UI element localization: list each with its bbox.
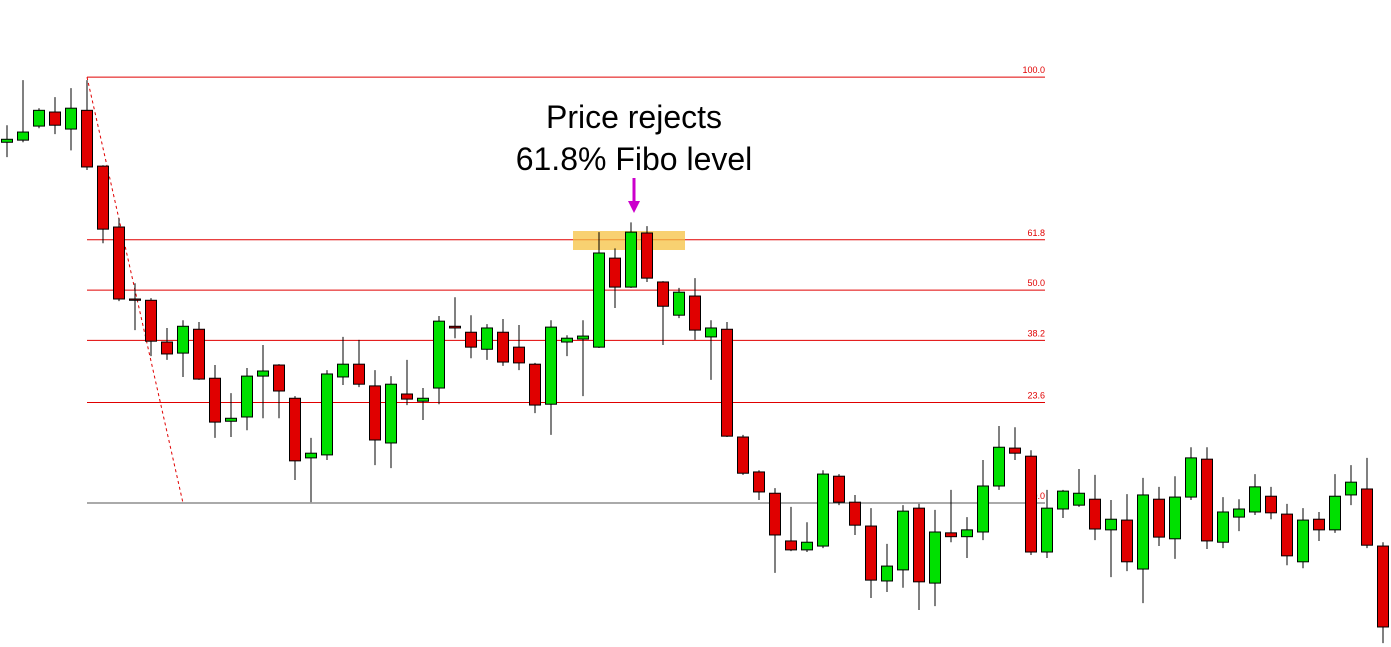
candle-body [609,257,621,288]
candle-body [1201,458,1213,542]
candle-body [305,452,317,459]
candle-body [865,525,877,581]
candle-body [561,337,573,343]
candle-body [401,393,413,400]
fib-level-label: 100.0 [1022,65,1045,75]
candle-body [961,529,973,538]
candle-body [161,341,173,355]
candle-body [353,363,365,385]
candle-body [49,111,61,126]
candle-body [801,541,813,551]
candle-body [449,325,461,329]
candle-body [721,328,733,437]
candle-body [465,331,477,348]
fib-level-label: 38.2 [1027,328,1045,338]
candle-body [321,373,333,456]
candle-body [993,446,1005,487]
candle-body [1169,496,1181,540]
candle-body [433,320,445,389]
candle-body [17,131,29,141]
candle-body [497,331,509,363]
candle-body [881,565,893,582]
candle-body [529,363,541,406]
candle-body [849,501,861,526]
candle-body [289,397,301,462]
candle-body [897,510,909,571]
candle-body [545,326,557,405]
candle-body [977,485,989,533]
candle-body [33,109,45,127]
candle-body [1377,545,1389,628]
candle-body [1185,457,1197,498]
candle-body [737,436,749,474]
candle-body [625,231,637,288]
candle-body [913,507,925,583]
candle-body [97,165,109,230]
candle-body [1217,511,1229,543]
candle-body [929,531,941,584]
candle-body [1345,481,1357,496]
candle-body [513,346,525,364]
candle-body [417,397,429,402]
candle-body [593,252,605,348]
candle-body [1,138,13,143]
candle-body [1153,498,1165,538]
candle-body [65,107,77,130]
candle-body [833,475,845,503]
candle-body [481,327,493,350]
candle-body [337,363,349,378]
candle-body [705,327,717,338]
candle-body [689,295,701,331]
candle-body [577,335,589,340]
candle-body [1121,519,1133,563]
candle-body [113,226,125,300]
candle-body [673,291,685,316]
candle-body [1105,518,1117,531]
candle-body [241,375,253,418]
candle-body [1009,447,1021,454]
candle-body [193,328,205,380]
candle-body [225,417,237,422]
candle-body [1313,518,1325,531]
candle-body [641,232,653,279]
fib-level-label: 23.6 [1027,391,1045,401]
candle-body [1233,508,1245,518]
fib-level-label: 61.8 [1027,228,1045,238]
candle-body [1137,494,1149,570]
candle-body [1025,455,1037,553]
candle-body [81,109,93,168]
annotation-line: 61.8% Fibo level [516,141,753,177]
candle-body [1249,486,1261,513]
candle-body [785,540,797,551]
candle-body [1297,519,1309,563]
candle-body [945,532,957,538]
candle-body [1329,495,1341,531]
candle-body [1041,507,1053,553]
candle-body [257,370,269,377]
candle-body [385,383,397,444]
candle-body [657,281,669,307]
candle-body [1089,498,1101,530]
annotation-line: Price rejects [546,99,722,135]
fib-level-label: 50.0 [1027,278,1045,288]
candle-body [1073,492,1085,506]
candle-body [1281,513,1293,557]
candle-body [145,299,157,342]
candle-body [369,385,381,441]
candle-body [753,471,765,493]
candle-body [1057,490,1069,510]
candle-body [273,364,285,392]
candle-body [1361,488,1373,546]
candle-body [1265,495,1277,514]
candle-body [769,492,781,536]
candle-body [817,473,829,547]
candle-body [209,377,221,423]
annotation-arrowhead [628,201,640,213]
candle-body [129,298,141,301]
candle-body [177,325,189,354]
fib-level-label: 0.0 [1032,491,1045,501]
